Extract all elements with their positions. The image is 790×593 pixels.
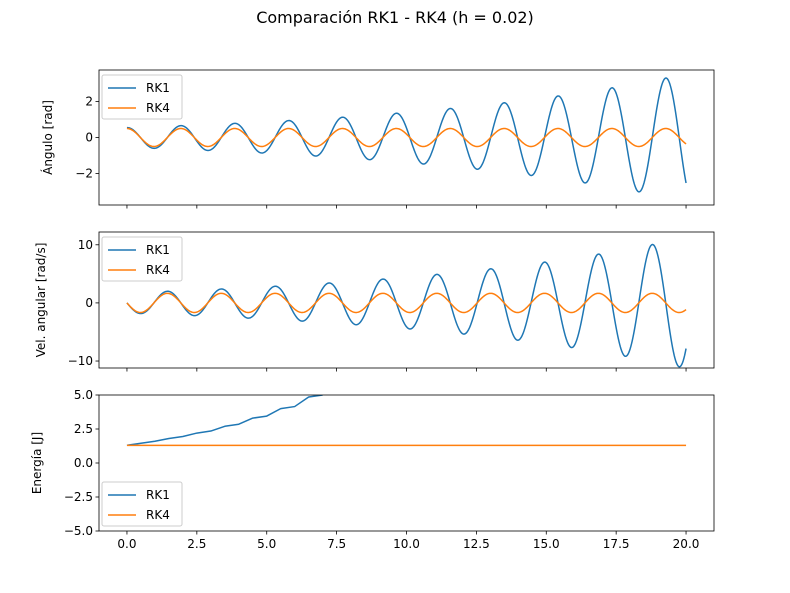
legend-frame xyxy=(101,236,183,282)
legend-label-rk1: RK1 xyxy=(146,488,170,502)
legend-frame xyxy=(101,74,183,120)
y-tick-label: 0.0 xyxy=(74,456,93,470)
y-tick-label: 2 xyxy=(85,95,93,109)
x-tick-label: 2.5 xyxy=(187,537,206,551)
series-group xyxy=(126,395,687,447)
x-tick-label: 12.5 xyxy=(463,537,490,551)
series-group xyxy=(126,77,687,193)
y-tick-label: 5.0 xyxy=(74,388,93,402)
legend-label-rk4: RK4 xyxy=(146,508,170,522)
series-group xyxy=(126,243,687,368)
y-tick-label: 0 xyxy=(85,131,93,145)
y-tick-label: −2 xyxy=(75,167,93,181)
x-tick-label: 0.0 xyxy=(117,537,136,551)
y-axis-label: Energía [J] xyxy=(30,432,44,494)
series-line-rk1 xyxy=(126,395,323,447)
x-tick-label: 15.0 xyxy=(533,537,560,551)
legend-label-rk4: RK4 xyxy=(146,101,170,115)
legend-label-rk4: RK4 xyxy=(146,263,170,277)
series-line-rk4 xyxy=(126,127,687,148)
y-tick-label: 0 xyxy=(85,296,93,310)
y-tick-label: −2.5 xyxy=(64,490,93,504)
figure-title: Comparación RK1 - RK4 (h = 0.02) xyxy=(256,8,534,27)
legend-frame xyxy=(101,481,183,527)
x-tick-label: 5.0 xyxy=(257,537,276,551)
axes-3: −5.0 −2.5 0.0 2.5 5.0 0.0 2.5 5.0 7.5 10.0 12.5 15.… xyxy=(30,388,715,551)
y-tick-label: −5.0 xyxy=(64,524,93,538)
x-tick-label: 10.0 xyxy=(393,537,420,551)
y-tick-label: −10 xyxy=(68,354,93,368)
series-line-rk1 xyxy=(126,243,687,368)
x-tick-label: 17.5 xyxy=(603,537,630,551)
y-axis-label: Ángulo [rad] xyxy=(40,100,55,175)
x-tick-label: 7.5 xyxy=(327,537,346,551)
y-tick-label: 10 xyxy=(78,238,93,252)
legend-label-rk1: RK1 xyxy=(146,243,170,257)
y-axis-label: Vel. angular [rad/s] xyxy=(34,243,48,358)
x-tick-label: 20.0 xyxy=(673,537,700,551)
legend-label-rk1: RK1 xyxy=(146,81,170,95)
series-line-rk4 xyxy=(126,292,687,314)
y-tick-label: 2.5 xyxy=(74,422,93,436)
